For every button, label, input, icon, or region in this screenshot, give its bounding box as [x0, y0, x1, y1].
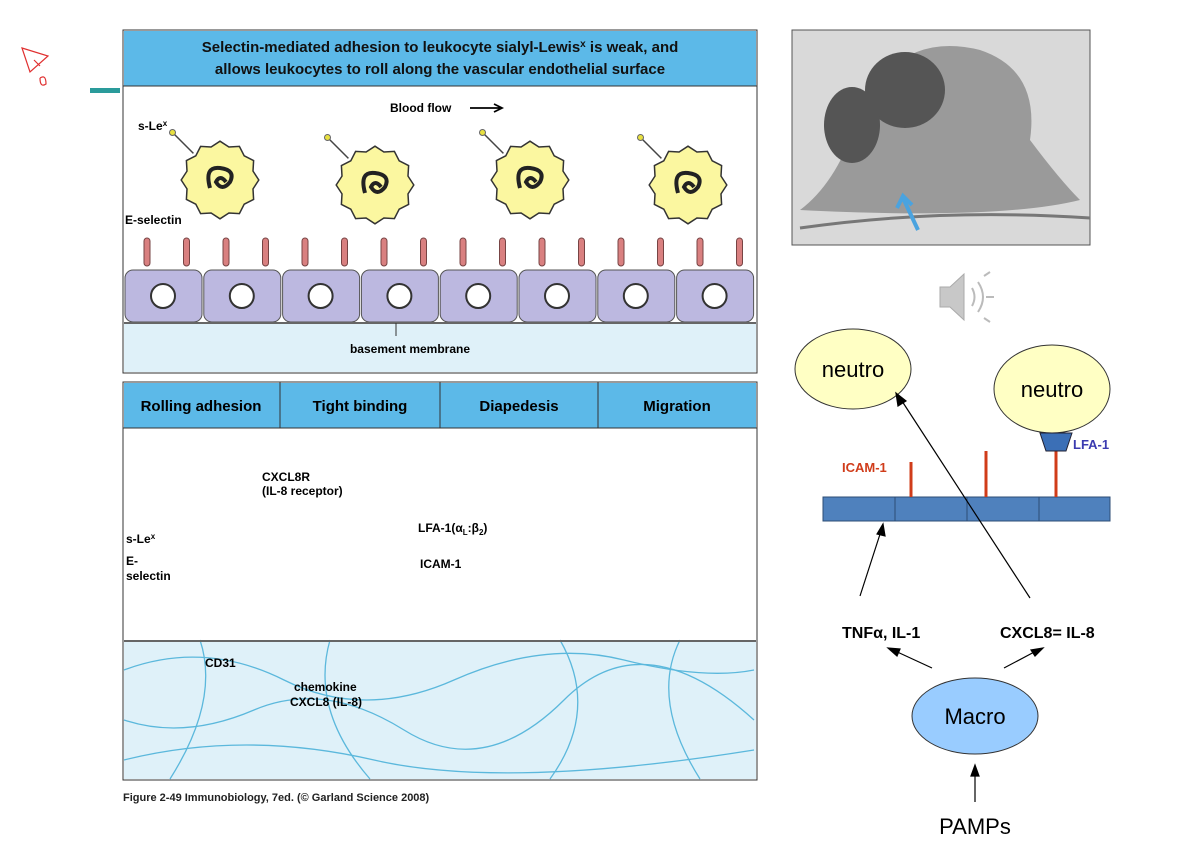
accent-line [90, 88, 120, 93]
label: basement membrane [350, 342, 470, 356]
icam1-label: ICAM-1 [842, 460, 887, 475]
flow-arrow [470, 103, 505, 113]
nucleus [544, 283, 570, 309]
nucleus [465, 283, 492, 309]
leukocyte-nucleus [206, 165, 234, 189]
label: CXCL8 (IL-8) [290, 695, 362, 709]
slex-knob [479, 129, 486, 136]
selectin [696, 237, 704, 267]
selectin [459, 237, 467, 267]
macro-label: Macro [944, 704, 1005, 729]
selectin [736, 237, 743, 267]
label: chemokine [294, 680, 357, 694]
selectin [341, 237, 348, 267]
leukocyte-nucleus [361, 170, 389, 194]
tether [328, 138, 349, 159]
nucleus [307, 283, 334, 309]
selectin [222, 237, 230, 267]
tether [483, 133, 504, 154]
selectin [262, 237, 269, 267]
neutro-label: neutro [822, 357, 884, 382]
slex-knob [169, 129, 176, 136]
selectin [617, 237, 625, 267]
tether [173, 133, 194, 154]
pamps-label: PAMPs [939, 814, 1011, 839]
top-title-band [124, 31, 756, 86]
selectin [301, 237, 309, 267]
slex-knob [637, 134, 644, 141]
header-dividers [123, 382, 757, 429]
label: CXCL8R [262, 470, 310, 484]
nucleus [701, 283, 728, 309]
stage-header: Rolling adhesion [141, 398, 262, 415]
basement-area [124, 322, 756, 372]
top-title: Selectin-mediated adhesion to leukocyte … [202, 39, 679, 56]
caption: Figure 2-49 Immunobiology, 7ed. (© Garla… [123, 792, 430, 804]
top-title: allows leukocytes to roll along the vasc… [215, 61, 665, 78]
leukocyte-nucleus [516, 165, 544, 189]
label: (IL-8 receptor) [262, 484, 343, 498]
label: selectin [126, 569, 171, 583]
nucleus [622, 283, 649, 309]
selectin [420, 237, 427, 267]
selectin [380, 237, 388, 267]
tether [641, 138, 662, 159]
schematic [794, 328, 1111, 802]
label: LFA-1(αL:β2) [418, 521, 487, 537]
micrograph-content [799, 46, 1091, 231]
tissue-fibers [123, 639, 755, 780]
selectin [657, 237, 664, 267]
neutro-label: neutro [1021, 377, 1083, 402]
pen-icon [21, 47, 50, 86]
nucleus [228, 283, 255, 309]
nucleus [386, 283, 413, 309]
label: ICAM-1 [420, 557, 462, 571]
selectin [499, 237, 506, 267]
selectin [538, 237, 546, 267]
label: Blood flow [390, 101, 452, 115]
stage-header: Migration [643, 398, 711, 415]
label: E- [126, 554, 138, 568]
leukocyte-nucleus [674, 170, 702, 194]
tnf-label: TNFα, IL-1 [842, 625, 920, 642]
label: s-Lex [138, 119, 168, 133]
selectin [183, 237, 190, 267]
selectin [578, 237, 585, 267]
label: CD31 [205, 656, 236, 670]
tissue-area [124, 640, 756, 779]
slex-knob [324, 134, 331, 141]
label: s-Lex [126, 532, 156, 546]
lfa1-label: LFA-1 [1073, 437, 1109, 452]
label: E-selectin [125, 213, 182, 227]
stage-header: Diapedesis [479, 398, 558, 415]
cxcl8-label: CXCL8= IL-8 [1000, 625, 1095, 642]
stage-header: Tight binding [313, 398, 408, 415]
selectin [143, 237, 151, 267]
nucleus [150, 283, 176, 309]
speaker-icon[interactable] [939, 271, 994, 323]
